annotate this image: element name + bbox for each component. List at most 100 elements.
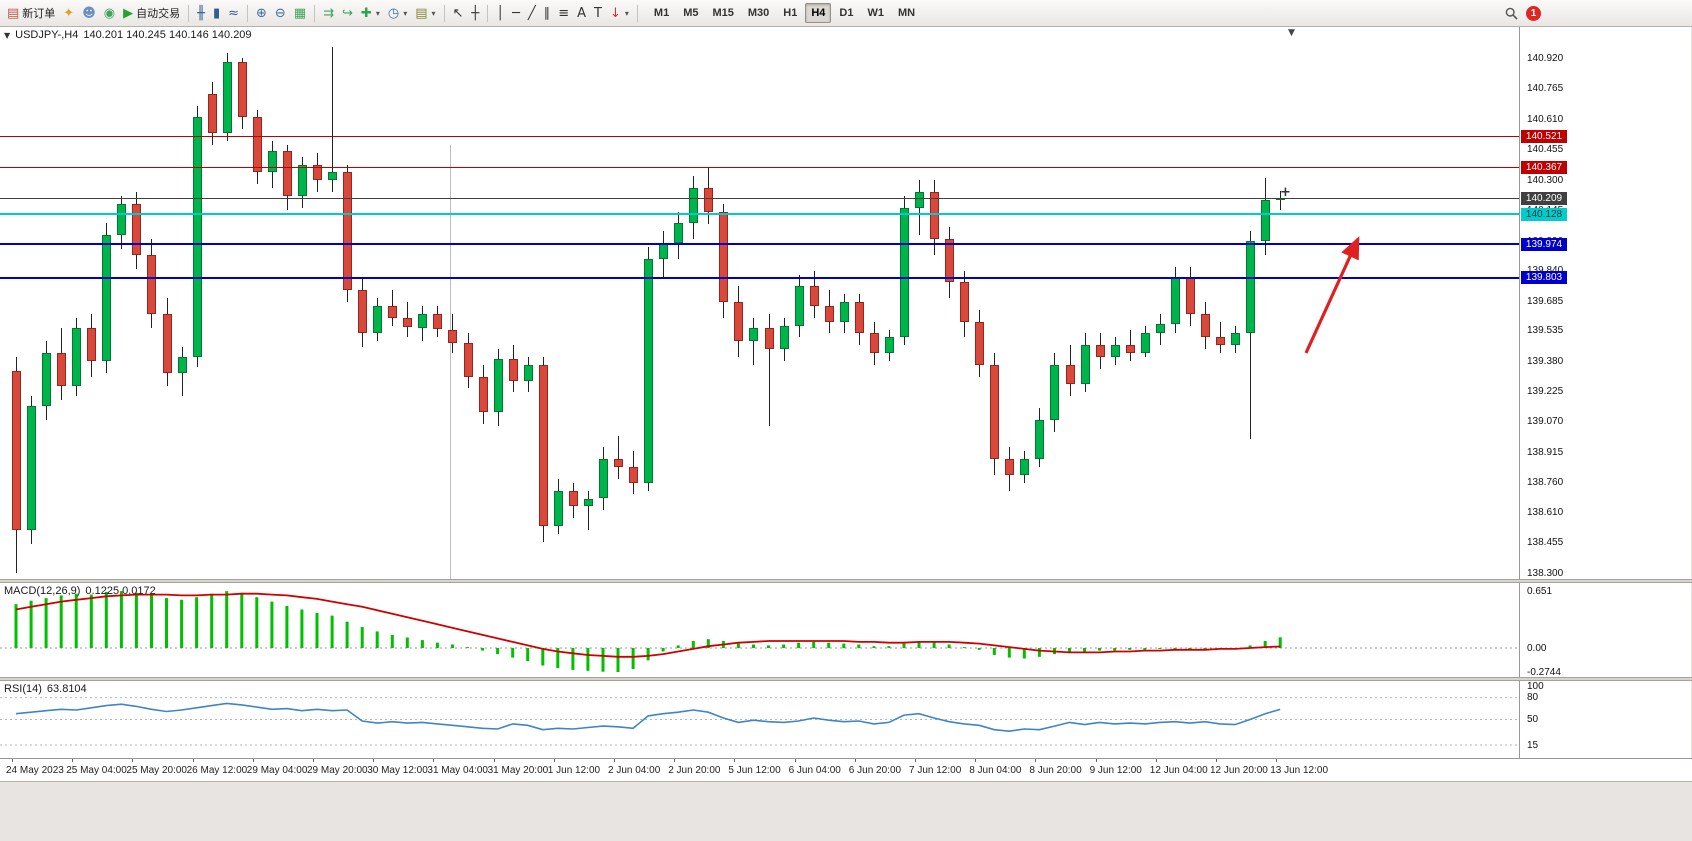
wizard-button[interactable]: ✦ [59, 2, 78, 24]
indicators-button[interactable]: ✚ ▾ [357, 2, 384, 24]
timeframe-m15-button[interactable]: M15 [712, 7, 734, 19]
pane-splitter[interactable] [0, 579, 1692, 583]
new-order-button[interactable]: ▤ 新订单 [3, 2, 59, 24]
bar-chart-button[interactable]: ╫ [193, 2, 209, 24]
auto-scroll-icon: ⇉ [323, 5, 335, 21]
timeframe-m30-button[interactable]: M30 [747, 7, 770, 19]
cursor-button[interactable]: ↖ [449, 2, 468, 24]
chart-shift-marker-icon[interactable]: ▼ [1288, 28, 1295, 38]
vertical-line-object[interactable] [450, 145, 451, 579]
chart-menu-icon[interactable]: ▼ [4, 30, 11, 40]
timeframe-h1-button[interactable]: H1 [783, 7, 798, 19]
text-label-icon: T [594, 5, 602, 21]
candle [313, 164, 322, 181]
toolbar-right: 1 [1505, 5, 1541, 21]
timeframe-w1-button[interactable]: W1 [867, 7, 884, 19]
candle [960, 282, 970, 322]
trendline-button[interactable]: ╱ [524, 2, 540, 24]
line-chart-button[interactable]: ≈ [224, 2, 243, 24]
price-axis[interactable]: 140.920 140.765 140.610 140.455 140.300 140.1… [1520, 27, 1691, 579]
candle [568, 490, 578, 507]
candle [1170, 278, 1180, 324]
horizontal-line-object[interactable] [0, 136, 1519, 138]
timeframe-mn-button[interactable]: MN [897, 7, 916, 19]
candle [27, 406, 37, 530]
text-button[interactable]: A [573, 2, 590, 24]
time-axis-tick [975, 759, 977, 762]
price-axis-label: 140.765 [1527, 83, 1564, 95]
timeframe-h4-button[interactable]: H4 [805, 3, 832, 23]
candle [869, 333, 879, 353]
channel-button[interactable]: ∥ [540, 2, 555, 24]
crosshair-button[interactable]: ┼ [467, 2, 483, 24]
candle [719, 211, 729, 303]
auto-scroll-button[interactable]: ⇉ [319, 2, 338, 24]
price-axis-label: 139.840 [1527, 265, 1563, 276]
horizontal-line-object[interactable] [0, 276, 1519, 279]
vertical-line-button[interactable]: │ [492, 2, 508, 24]
candle [1185, 278, 1195, 314]
candle [1200, 313, 1210, 338]
candle [373, 305, 383, 334]
candle [343, 172, 353, 291]
time-axis-tick [734, 759, 736, 762]
rsi-axis[interactable]: 100 80 50 15 [1520, 681, 1691, 758]
horizontal-line-object[interactable] [0, 213, 1519, 215]
horizontal-line-object[interactable] [0, 197, 1519, 199]
candle [1110, 345, 1120, 357]
time-axis-label: 6 Jun 20:00 [848, 765, 902, 776]
candle [764, 327, 774, 350]
auto-trading-button[interactable]: ▶ 自动交易 [119, 2, 184, 24]
candle [57, 353, 67, 387]
timeframe-d1-button[interactable]: D1 [839, 7, 854, 19]
rsi-pane[interactable]: RSI(14) 63.8104 [0, 681, 1520, 758]
candle [975, 321, 985, 365]
candle-wick [919, 180, 920, 236]
macd-label: MACD(12,26,9) 0.1225 0.0172 [4, 585, 156, 597]
search-icon[interactable] [1505, 7, 1518, 20]
periods-button[interactable]: ◷ ▾ [384, 2, 411, 24]
arrows-button[interactable]: ↓ ▾ [606, 2, 633, 24]
macd-name: MACD(12,26,9) [4, 585, 81, 597]
macd-pane[interactable]: MACD(12,26,9) 0.1225 0.0172 [0, 583, 1520, 677]
time-axis-label: 6 Jun 04:00 [788, 765, 841, 776]
timeframe-m1-button[interactable]: M1 [653, 7, 670, 19]
fibonacci-button[interactable]: ≡ [554, 2, 573, 24]
pane-splitter[interactable] [0, 677, 1692, 681]
time-axis-label: 24 May 2023 [6, 765, 64, 776]
time-axis[interactable]: 24 May 2023 25 May 04:00 25 May 20:00 26 Ma… [0, 758, 1692, 781]
candle [644, 258, 654, 483]
price-chart-pane[interactable]: ▼ USDJPY-,H4 140.201 140.245 140.146 140… [0, 27, 1520, 579]
rsi-value: 63.8104 [46, 683, 87, 695]
candle [1155, 323, 1165, 334]
candle [222, 62, 232, 134]
candle [102, 235, 112, 361]
zoom-out-button[interactable]: ⊖ [271, 2, 290, 24]
chart-ohlc-values: 140.201 140.245 140.146 140.209 [83, 29, 252, 41]
time-axis-tick [433, 759, 435, 762]
zoom-in-button[interactable]: ⊕ [252, 2, 271, 24]
horizontal-line-object[interactable] [0, 166, 1519, 168]
fibonacci-icon: ≡ [558, 5, 570, 21]
timeframe-m5-button[interactable]: M5 [683, 7, 699, 19]
horizontal-line-object[interactable] [0, 243, 1519, 246]
time-axis-tick [12, 759, 13, 762]
profile-button[interactable]: ☻ [78, 2, 100, 24]
horizontal-line-button[interactable]: ─ [508, 2, 524, 24]
text-label-button[interactable]: T [590, 2, 606, 24]
time-axis-tick [1155, 759, 1157, 762]
macd-values: 0.1225 0.0172 [85, 585, 156, 597]
time-axis-label: 26 May 12:00 [186, 765, 248, 776]
time-axis-label: 12 Jun 20:00 [1210, 765, 1268, 776]
chart-shift-button[interactable]: ↪ [338, 2, 357, 24]
templates-button[interactable]: ▤ ▾ [411, 2, 439, 24]
community-button[interactable]: ◉ [100, 2, 119, 24]
candle [674, 223, 684, 243]
candlestick-chart-button[interactable]: ▮ [209, 2, 224, 24]
time-axis-label: 9 Jun 12:00 [1089, 765, 1142, 776]
time-axis-label: 8 Jun 04:00 [969, 765, 1022, 776]
tile-windows-button[interactable]: ▦ [290, 2, 310, 24]
macd-axis[interactable]: 0.651 0.00 -0.2744 [1520, 583, 1691, 678]
auto-trading-button-label: 自动交易 [136, 8, 181, 20]
notification-badge[interactable]: 1 [1526, 5, 1541, 21]
